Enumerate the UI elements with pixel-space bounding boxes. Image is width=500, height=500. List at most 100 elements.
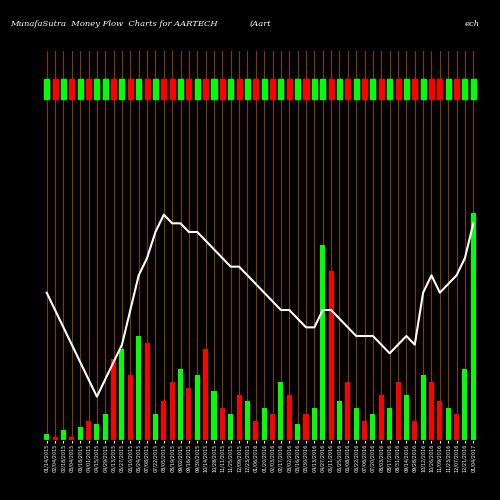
Bar	[162, 79, 166, 99]
Bar	[462, 368, 468, 440]
Bar	[78, 427, 82, 440]
Bar	[454, 79, 459, 99]
Bar	[346, 382, 350, 440]
Bar	[170, 79, 174, 99]
Bar	[362, 420, 367, 440]
Bar	[287, 394, 292, 440]
Bar	[153, 414, 158, 440]
Bar	[354, 408, 358, 440]
Bar	[312, 79, 317, 99]
Bar	[337, 401, 342, 440]
Bar	[144, 342, 150, 440]
Bar	[471, 212, 476, 440]
Bar	[128, 79, 133, 99]
Bar	[178, 368, 183, 440]
Bar	[412, 420, 418, 440]
Bar	[312, 408, 317, 440]
Bar	[86, 420, 91, 440]
Bar	[52, 79, 58, 99]
Bar	[170, 382, 174, 440]
Bar	[220, 79, 225, 99]
Bar	[454, 414, 459, 440]
Bar	[228, 414, 233, 440]
Bar	[111, 359, 116, 440]
Bar	[254, 420, 258, 440]
Bar	[262, 79, 266, 99]
Bar	[420, 79, 426, 99]
Bar	[120, 79, 124, 99]
Bar	[220, 408, 225, 440]
Bar	[396, 382, 400, 440]
Bar	[270, 414, 275, 440]
Bar	[262, 408, 266, 440]
Bar	[162, 401, 166, 440]
Bar	[320, 245, 325, 440]
Bar	[136, 336, 141, 440]
Bar	[203, 349, 208, 440]
Bar	[52, 437, 58, 440]
Bar	[328, 79, 334, 99]
Bar	[254, 79, 258, 99]
Bar	[245, 401, 250, 440]
Bar	[186, 79, 192, 99]
Bar	[446, 408, 450, 440]
Bar	[438, 79, 442, 99]
Bar	[295, 424, 300, 440]
Bar	[86, 79, 91, 99]
Bar	[195, 79, 200, 99]
Bar	[462, 79, 468, 99]
Bar	[278, 79, 283, 99]
Text: MunafaSutra  Money Flow  Charts for AARTECH: MunafaSutra Money Flow Charts for AARTEC…	[10, 20, 218, 28]
Bar	[404, 394, 409, 440]
Bar	[94, 424, 100, 440]
Bar	[362, 79, 367, 99]
Bar	[70, 79, 74, 99]
Bar	[370, 79, 376, 99]
Bar	[404, 79, 409, 99]
Bar	[102, 414, 108, 440]
Bar	[278, 382, 283, 440]
Bar	[94, 79, 100, 99]
Bar	[120, 349, 124, 440]
Bar	[354, 79, 358, 99]
Bar	[429, 382, 434, 440]
Bar	[379, 394, 384, 440]
Bar	[136, 79, 141, 99]
Bar	[420, 375, 426, 440]
Bar	[178, 79, 183, 99]
Bar	[446, 79, 450, 99]
Bar	[61, 79, 66, 99]
Bar	[44, 79, 49, 99]
Bar	[195, 375, 200, 440]
Bar	[245, 79, 250, 99]
Bar	[295, 79, 300, 99]
Bar	[128, 375, 133, 440]
Bar	[396, 79, 400, 99]
Bar	[438, 401, 442, 440]
Bar	[471, 79, 476, 99]
Bar	[304, 414, 308, 440]
Bar	[236, 79, 242, 99]
Bar	[212, 79, 216, 99]
Bar	[328, 271, 334, 440]
Bar	[236, 394, 242, 440]
Bar	[228, 79, 233, 99]
Bar	[429, 79, 434, 99]
Bar	[186, 388, 192, 440]
Bar	[370, 414, 376, 440]
Bar	[287, 79, 292, 99]
Bar	[70, 437, 74, 440]
Bar	[387, 79, 392, 99]
Bar	[270, 79, 275, 99]
Text: (Aart: (Aart	[250, 20, 272, 28]
Bar	[144, 79, 150, 99]
Bar	[203, 79, 208, 99]
Bar	[111, 79, 116, 99]
Bar	[337, 79, 342, 99]
Bar	[346, 79, 350, 99]
Bar	[379, 79, 384, 99]
Bar	[61, 430, 66, 440]
Bar	[78, 79, 82, 99]
Bar	[44, 434, 49, 440]
Text: ech: ech	[465, 20, 480, 28]
